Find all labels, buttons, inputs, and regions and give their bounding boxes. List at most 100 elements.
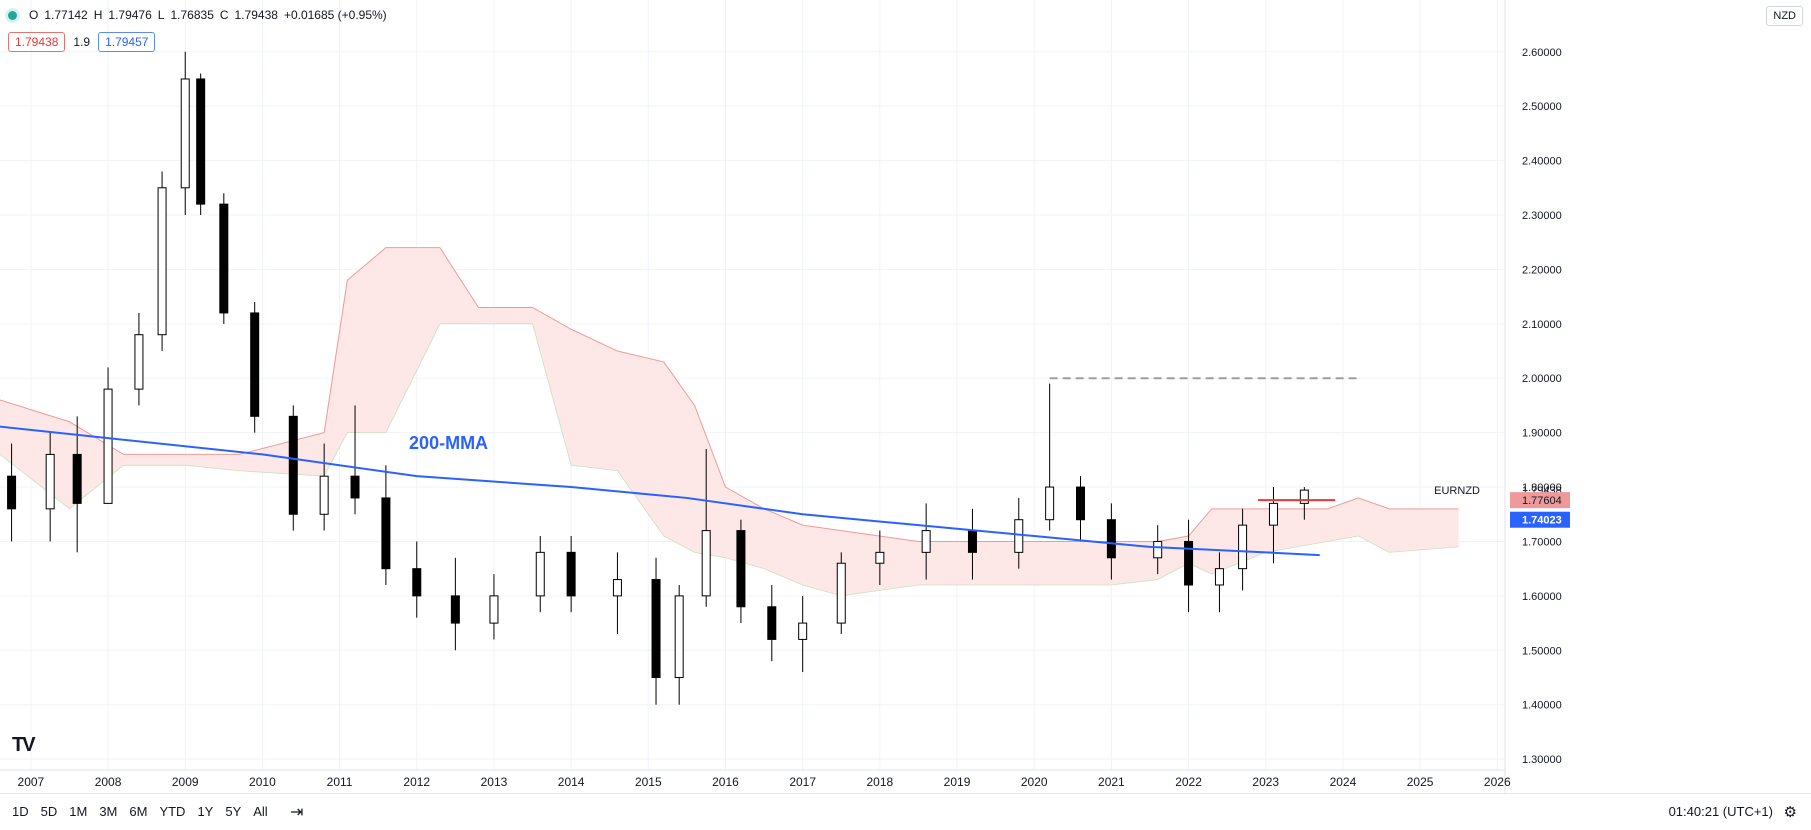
- candle-body: [1299, 489, 1309, 504]
- candle: [651, 557, 661, 705]
- moving-average-line: [0, 425, 1320, 557]
- candle-body: [1045, 486, 1055, 521]
- price-tick-label: 1.40000: [1522, 700, 1562, 712]
- candle-body: [967, 530, 977, 553]
- candle-body: [535, 551, 545, 597]
- price-chart[interactable]: 2.60000 2.50000 2.40000 2.30000 2.20000 2.100…: [0, 0, 1811, 793]
- candle-body: [250, 312, 260, 417]
- price-tick-label: 2.30000: [1522, 210, 1562, 222]
- candle-body: [45, 453, 55, 510]
- candle-body: [798, 622, 808, 640]
- candle: [1076, 476, 1086, 542]
- time-tick-label: 2009: [172, 775, 199, 789]
- candle-body: [836, 562, 846, 624]
- range-1y[interactable]: 1Y: [197, 804, 214, 819]
- time-axis[interactable]: 2007 2008 2009 2010 2011 2012 2013 2014 2015 2016…: [0, 769, 1511, 789]
- change-value: +0.01685 (+0.95%): [283, 8, 387, 22]
- range-all[interactable]: All: [253, 804, 268, 819]
- cloud-upper-edge: [0, 247, 1459, 542]
- candle: [736, 519, 746, 624]
- price-tick-label: 2.10000: [1522, 319, 1562, 331]
- time-tick-label: 2024: [1330, 775, 1357, 789]
- candle: [450, 557, 460, 651]
- candle: [157, 171, 167, 352]
- time-tick-label: 2012: [403, 775, 430, 789]
- candle: [350, 405, 360, 515]
- candle: [412, 541, 422, 618]
- candle-body: [7, 475, 17, 510]
- close-value: 1.79438: [234, 8, 278, 22]
- range-1d[interactable]: 1D: [12, 804, 29, 819]
- time-tick-label: 2010: [249, 775, 276, 789]
- candle-body: [1184, 540, 1194, 586]
- high-value: 1.79476: [108, 8, 152, 22]
- ma-annotation: 200-MMA: [409, 433, 488, 453]
- time-tick-label: 2019: [944, 775, 971, 789]
- price-tick-label: 2.50000: [1522, 101, 1562, 113]
- candle: [250, 302, 260, 433]
- time-tick-label: 2013: [481, 775, 508, 789]
- bottom-toolbar: 1D 5D 1M 3M 6M YTD 1Y 5Y All ⇥ 01:40:21 …: [0, 793, 1811, 830]
- goto-date-icon[interactable]: ⇥: [290, 804, 304, 821]
- red-level-label: 1.77604: [1522, 495, 1562, 507]
- candle: [535, 536, 545, 613]
- time-tick-label: 2015: [635, 775, 662, 789]
- price-tick-label: 1.30000: [1522, 754, 1562, 766]
- candle: [875, 530, 885, 585]
- range-3m[interactable]: 3M: [99, 804, 118, 819]
- currency-button[interactable]: NZD: [1766, 6, 1803, 26]
- candle: [196, 73, 206, 215]
- candle: [798, 595, 808, 673]
- price-axis[interactable]: 2.60000 2.50000 2.40000 2.30000 2.20000 2.100…: [1504, 0, 1562, 793]
- candle: [134, 312, 144, 406]
- market-status-icon: [8, 10, 17, 20]
- range-5y[interactable]: 5Y: [225, 804, 242, 819]
- candle: [1214, 552, 1224, 613]
- horizontal-lines: [1049, 377, 1359, 502]
- candle-body: [767, 606, 777, 640]
- low-label: L: [157, 8, 165, 22]
- indicator-left-value[interactable]: 1.79438: [8, 32, 66, 52]
- candle: [1238, 508, 1248, 591]
- candle: [319, 443, 329, 531]
- time-tick-label: 2023: [1252, 775, 1279, 789]
- time-tick-label: 2026: [1484, 775, 1511, 789]
- candle: [1184, 519, 1194, 613]
- candle: [1153, 525, 1163, 575]
- candle-body: [651, 579, 661, 679]
- price-tick-label: 2.20000: [1522, 264, 1562, 276]
- price-tick-label: 2.40000: [1522, 156, 1562, 168]
- clock[interactable]: 01:40:21 (UTC+1): [1668, 804, 1773, 819]
- range-1m[interactable]: 1M: [69, 804, 88, 819]
- indicator-right-value[interactable]: 1.79457: [98, 32, 156, 52]
- candle: [288, 405, 298, 531]
- candle-body: [412, 568, 422, 597]
- candle: [1014, 497, 1024, 569]
- range-6m[interactable]: 6M: [129, 804, 148, 819]
- indicator-values[interactable]: 1.79438 1.9 1.79457: [8, 32, 156, 52]
- candle-body: [1076, 486, 1086, 521]
- candle-body: [319, 475, 329, 515]
- candle-body: [1153, 540, 1163, 559]
- candle: [489, 574, 499, 640]
- candle: [836, 552, 846, 634]
- gear-icon[interactable]: ⚙: [1783, 804, 1797, 821]
- price-tick-label: 2.00000: [1522, 373, 1562, 385]
- range-ytd[interactable]: YTD: [159, 804, 186, 819]
- candle-body: [1238, 524, 1248, 570]
- candle-body: [381, 497, 391, 570]
- symbol-label: EURNZD: [1434, 485, 1480, 497]
- tradingview-logo[interactable]: TV: [12, 734, 36, 756]
- candle: [103, 367, 113, 504]
- candle: [921, 503, 931, 580]
- candle-body: [674, 595, 684, 678]
- candle-body: [736, 530, 746, 608]
- range-5d[interactable]: 5D: [40, 804, 58, 819]
- candle: [701, 448, 711, 607]
- blue-level-label: 1.74023: [1522, 515, 1562, 527]
- cloud-area: [0, 247, 1459, 596]
- time-tick-label: 2020: [1021, 775, 1048, 789]
- high-label: H: [93, 8, 103, 22]
- candle: [1045, 383, 1055, 531]
